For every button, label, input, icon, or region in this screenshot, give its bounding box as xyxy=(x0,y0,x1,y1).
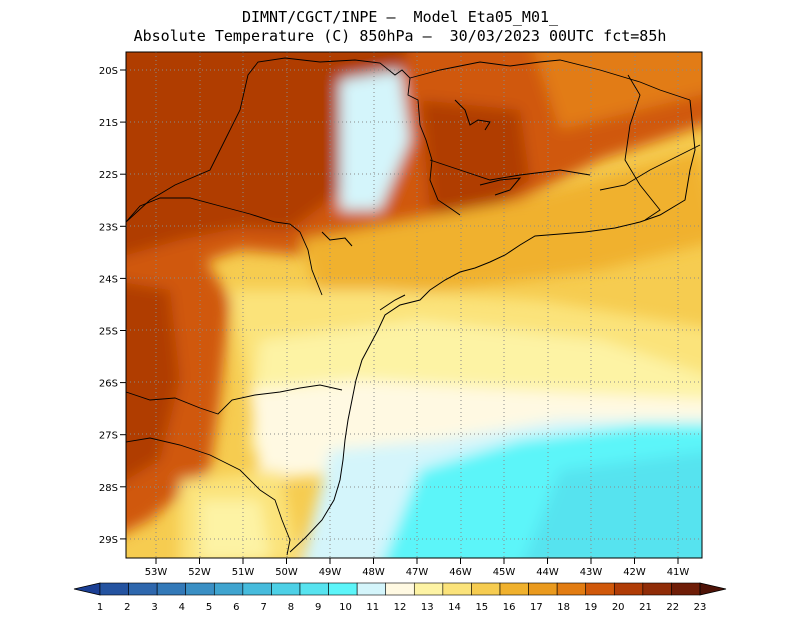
lon-label: 50W xyxy=(275,567,298,578)
colorbar-label: 21 xyxy=(639,602,652,613)
colorbar-label: 7 xyxy=(260,602,266,613)
colorbar-swatch xyxy=(185,582,215,596)
lon-label: 47W xyxy=(406,567,429,578)
colorbar-swatch xyxy=(271,582,301,596)
lat-label: 20S xyxy=(99,66,118,77)
lon-label: 51W xyxy=(232,567,255,578)
lon-label: 48W xyxy=(362,567,385,578)
colorbar-swatch xyxy=(613,582,644,596)
colorbar-label: 17 xyxy=(530,602,543,613)
colorbar-label: 3 xyxy=(151,602,157,613)
colorbar-swatch xyxy=(356,582,387,596)
lon-label: 45W xyxy=(493,567,516,578)
colorbar-swatch xyxy=(471,582,501,596)
colorbar-label: 11 xyxy=(366,602,379,613)
lon-label: 46W xyxy=(449,567,472,578)
colorbar-swatch xyxy=(499,582,529,596)
colorbar-swatch xyxy=(128,582,158,596)
lon-label: 44W xyxy=(536,567,559,578)
colorbar-label: 20 xyxy=(612,602,625,613)
lon-label: 43W xyxy=(580,567,603,578)
lat-label: 22S xyxy=(99,170,118,181)
colorbar-swatch xyxy=(585,582,615,596)
colorbar-high-arrow xyxy=(699,582,727,596)
graticule xyxy=(126,52,702,558)
map-title-line1: DIMNT/CGCT/INPE – Model Eta05_M01_ xyxy=(241,8,559,26)
lat-label: 28S xyxy=(99,483,118,494)
colorbar-label: 23 xyxy=(694,602,707,613)
colorbar-swatch xyxy=(413,582,444,596)
lon-label: 53W xyxy=(145,567,168,578)
colorbar-swatch xyxy=(528,582,558,596)
colorbar-swatch xyxy=(328,582,358,596)
longitude-labels: 53W 52W 51W 50W 49W 48W 47W 46W 45W 44W 43W 42W 41W xyxy=(145,558,690,578)
colorbar-label: 2 xyxy=(124,602,130,613)
colorbar-label: 4 xyxy=(179,602,185,613)
colorbar-label: 6 xyxy=(233,602,239,613)
colorbar-swatch xyxy=(213,582,244,596)
map-title-line2: Absolute Temperature (C) 850hPa – 30/03/… xyxy=(133,27,667,45)
colorbar-label: 16 xyxy=(503,602,516,613)
colorbar-label: 14 xyxy=(448,602,461,613)
colorbar-swatch xyxy=(671,582,701,596)
temperature-field xyxy=(126,52,702,558)
colorbar-label: 18 xyxy=(557,602,570,613)
map-frame xyxy=(125,51,703,559)
lat-label: 26S xyxy=(99,379,118,390)
colorbar-label: 8 xyxy=(288,602,294,613)
lat-label: 25S xyxy=(99,327,118,338)
colorbar-swatch xyxy=(642,582,672,596)
lat-label: 21S xyxy=(99,118,118,129)
colorbar-swatch xyxy=(299,582,329,596)
colorbar-swatch xyxy=(156,582,187,596)
colorbar-low-arrow xyxy=(73,582,101,596)
colorbar-swatch xyxy=(556,582,587,596)
colorbar-label: 1 xyxy=(97,602,103,613)
colorbar-label: 22 xyxy=(666,602,679,613)
lon-label: 52W xyxy=(188,567,211,578)
colorbar-label: 12 xyxy=(394,602,407,613)
lat-label: 23S xyxy=(99,222,118,233)
colorbar-swatch xyxy=(385,582,415,596)
lon-label: 42W xyxy=(623,567,646,578)
colorbar-label: 13 xyxy=(421,602,434,613)
lon-label: 49W xyxy=(319,567,342,578)
coastline xyxy=(289,99,696,553)
colorbar-label: 5 xyxy=(206,602,212,613)
colorbar: 1 2 3 4 5 6 7 8 9 10 11 12 13 14 15 16 17 18 19 20 21 22 23 xyxy=(73,582,727,613)
lat-label: 29S xyxy=(99,535,118,546)
state-borders xyxy=(126,57,701,556)
lat-label: 27S xyxy=(99,431,118,442)
colorbar-label: 10 xyxy=(339,602,352,613)
lon-label: 41W xyxy=(667,567,690,578)
lat-label: 24S xyxy=(99,274,118,285)
colorbar-label: 9 xyxy=(315,602,321,613)
colorbar-swatch xyxy=(442,582,472,596)
colorbar-swatch xyxy=(99,582,129,596)
latitude-labels: 20S 21S 22S 23S 24S 25S 26S 27S 28S 29S xyxy=(99,66,126,546)
colorbar-swatch xyxy=(242,582,272,596)
colorbar-label: 19 xyxy=(585,602,598,613)
colorbar-label: 15 xyxy=(475,602,488,613)
